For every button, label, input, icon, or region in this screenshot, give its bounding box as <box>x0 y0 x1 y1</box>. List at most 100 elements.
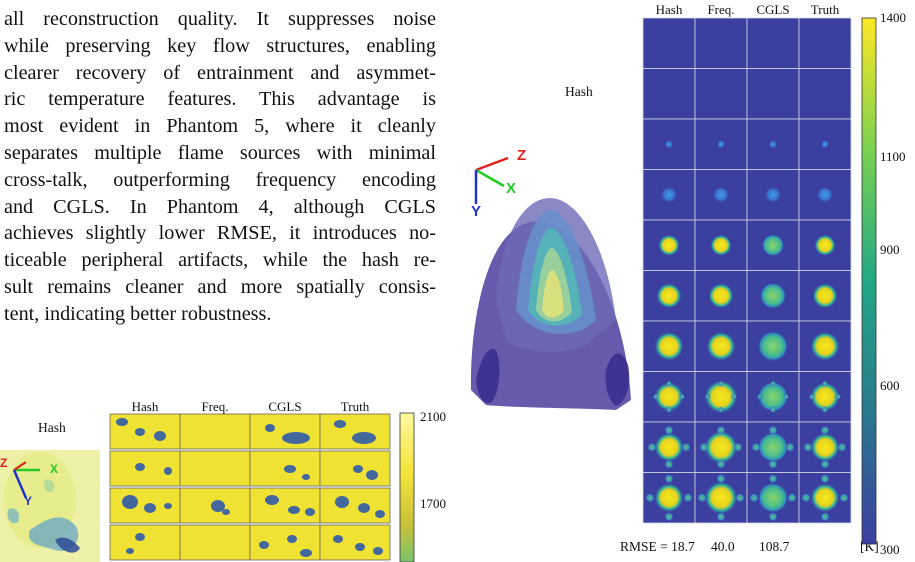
satellite-blob <box>681 442 691 452</box>
satellite-blob <box>716 474 726 484</box>
satellite-blob <box>679 393 685 400</box>
satellite-blob <box>699 442 709 452</box>
slice-cell <box>694 17 748 69</box>
satellite-blob <box>716 459 726 469</box>
left-colorbar-tick-1700: 1700 <box>420 496 446 511</box>
cold-region <box>144 503 156 513</box>
paragraph-line: tent, indicating better robustness. <box>4 302 272 325</box>
right-colorbar-tick-1400: 1400 <box>880 10 906 25</box>
flame-blob <box>758 331 788 362</box>
satellite-blob <box>664 474 674 484</box>
body-paragraph: all reconstruction quality. It suppresse… <box>4 6 436 328</box>
satellite-blob <box>768 459 778 469</box>
satellite-blob <box>803 442 813 452</box>
cold-region <box>164 503 172 509</box>
cold-region <box>211 500 225 512</box>
paragraph-line: separates multiple flame sources with mi… <box>4 141 436 164</box>
flame-blob <box>713 186 729 203</box>
left-colorbar-tick-2100: 2100 <box>420 409 446 424</box>
paragraph-line: all reconstruction quality. It suppresse… <box>4 8 436 30</box>
satellite-blob <box>809 393 815 400</box>
flame-blob <box>810 381 840 412</box>
right-colorbar-tick-1100: 1100 <box>880 149 906 164</box>
right-colorbar-tick-900: 900 <box>880 242 900 257</box>
satellite-blob <box>683 493 693 503</box>
satellite-blob <box>768 425 778 435</box>
cold-region <box>334 420 346 428</box>
cold-region <box>154 431 166 441</box>
right-slice-grid <box>642 17 852 524</box>
right-axes-gizmo <box>474 156 509 204</box>
paragraph-line: most evident in Phantom 5, where it clea… <box>4 115 436 138</box>
cold-region <box>300 549 312 557</box>
cold-region <box>282 432 310 444</box>
flame-blob <box>821 140 829 149</box>
flame-blob <box>765 186 781 203</box>
cold-region <box>302 474 310 480</box>
cold-region <box>164 467 172 475</box>
flame-blob <box>717 140 725 149</box>
slice-cell <box>642 17 696 69</box>
satellite-blob <box>801 493 811 503</box>
flame-blob <box>762 234 784 257</box>
satellite-blob <box>757 393 763 400</box>
satellite-blob <box>785 442 795 452</box>
right-col-header-hash: Hash <box>655 2 683 17</box>
satellite-blob <box>820 425 830 435</box>
right-colorbar-tick-300: 300 <box>880 542 900 557</box>
slice-cell <box>746 17 800 69</box>
rmse-freq: 40.0 <box>711 539 735 554</box>
left-slice-cell <box>249 413 321 450</box>
flame-blob <box>758 381 788 412</box>
cold-region <box>373 547 383 555</box>
left-axis-y-label: Y <box>24 494 33 508</box>
flame-blob <box>654 432 684 463</box>
satellite-blob <box>645 493 655 503</box>
left-slice-cell <box>179 524 251 561</box>
slice-cell <box>642 68 696 120</box>
cold-region <box>265 495 279 505</box>
right-col-header-freq: Freq. <box>707 2 735 17</box>
satellite-blob <box>770 406 776 413</box>
satellite-blob <box>768 512 778 522</box>
cold-region <box>116 418 128 426</box>
satellite-blob <box>718 380 724 387</box>
satellite-blob <box>705 393 711 400</box>
slice-cell <box>798 17 852 69</box>
flame-blob <box>654 381 684 412</box>
left-col-header-truth: Truth <box>340 399 370 414</box>
flame-blob <box>656 282 682 309</box>
flame-blob <box>665 140 673 149</box>
slice-cell <box>746 270 800 322</box>
flame-blob <box>706 331 736 362</box>
cold-region <box>355 543 365 551</box>
right-axis-z-label: Z <box>517 147 527 164</box>
satellite-blob <box>718 406 724 413</box>
left-slice-cell <box>319 413 391 450</box>
left-axes-gizmo <box>12 461 40 499</box>
flame-blob <box>704 480 738 515</box>
cold-region <box>122 495 138 509</box>
flame-blob <box>758 432 788 463</box>
cold-region <box>358 503 370 513</box>
satellite-blob <box>787 493 797 503</box>
cold-region <box>375 510 385 518</box>
satellite-blob <box>647 442 657 452</box>
paragraph-line: sult remains cleaner and more spatially … <box>4 275 436 298</box>
flame-blob <box>812 282 838 309</box>
flame-blob <box>710 234 732 257</box>
paragraph-line: achieves slightly lower RMSE, it introdu… <box>4 222 436 245</box>
satellite-blob <box>783 393 789 400</box>
flame-blob <box>810 482 840 513</box>
cold-region <box>222 509 230 515</box>
paragraph-line: cross-talk, outperforming frequency enco… <box>4 168 436 191</box>
flame-blob <box>708 282 734 309</box>
satellite-blob <box>664 459 674 469</box>
cold-region <box>305 508 315 516</box>
satellite-blob <box>664 512 674 522</box>
left-col-header-freq: Freq. <box>201 399 229 414</box>
satellite-blob <box>822 406 828 413</box>
satellite-blob <box>822 380 828 387</box>
satellite-blob <box>735 493 745 503</box>
paragraph-line: and CGLS. In Phantom 4, although CGLS <box>4 195 436 218</box>
